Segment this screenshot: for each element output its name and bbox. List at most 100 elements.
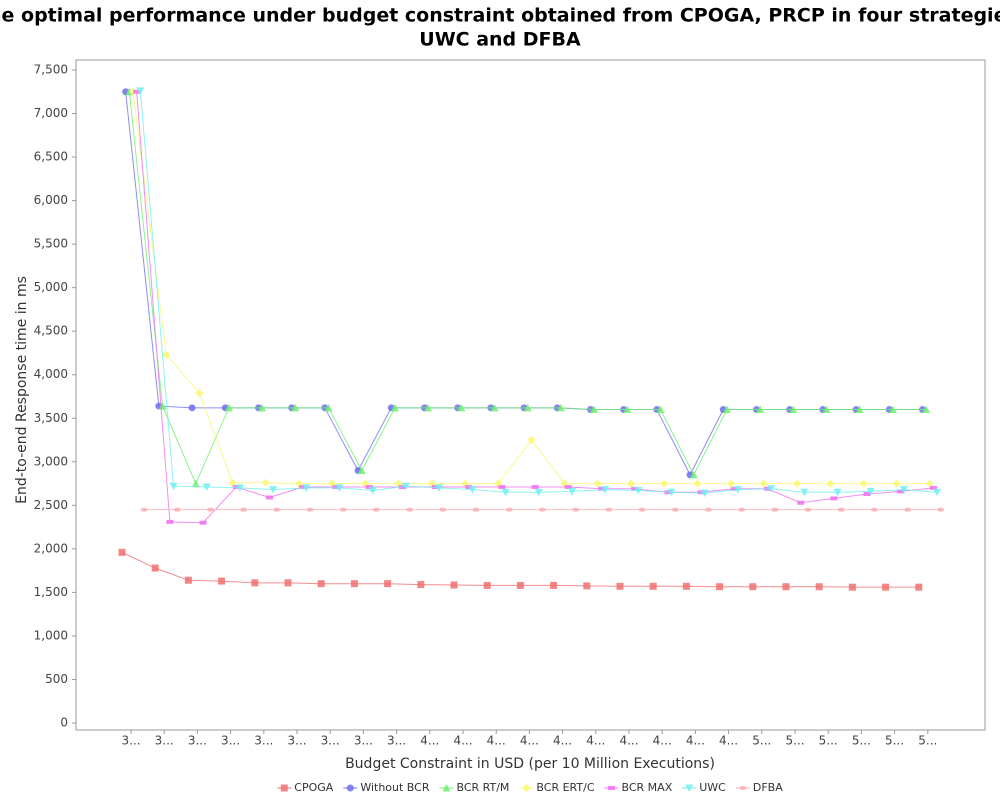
marker [756, 405, 765, 414]
y-tick-label: 3,500 [34, 411, 68, 425]
marker [401, 482, 410, 491]
marker [261, 478, 270, 487]
y-tick-label: 7,000 [34, 106, 68, 120]
marker [833, 488, 842, 497]
marker [922, 405, 931, 414]
marker [550, 581, 558, 589]
marker [118, 548, 126, 556]
marker [339, 507, 347, 512]
x-tick-label: 3... [354, 734, 373, 748]
marker [258, 403, 267, 412]
marker [346, 784, 354, 792]
x-tick-label: 5... [752, 734, 771, 748]
marker [335, 484, 344, 492]
x-tick-label: 5... [885, 734, 904, 748]
y-tick-label: 1,500 [34, 585, 68, 599]
marker [195, 389, 204, 398]
marker [616, 582, 624, 590]
marker [627, 479, 636, 488]
x-tick-label: 3... [221, 734, 240, 748]
marker [490, 403, 499, 412]
marker [830, 496, 838, 501]
marker [299, 485, 307, 490]
marker [162, 350, 171, 359]
legend-item: CPOGA [277, 781, 334, 794]
marker [793, 479, 802, 488]
legend-item: BCR RT/M [439, 781, 509, 794]
y-tick-label: 5,000 [34, 280, 68, 294]
marker [522, 784, 531, 792]
marker [465, 485, 473, 490]
marker [431, 485, 439, 490]
marker [899, 486, 908, 494]
marker [804, 507, 812, 512]
legend: CPOGA Without BCR BCR RT/M BCR ERT/C BCR MAX… [277, 781, 783, 794]
marker [716, 583, 724, 591]
x-tick-label: 3... [254, 734, 273, 748]
chart-title: The optimal performance under budget con… [0, 5, 1000, 27]
marker [232, 485, 240, 490]
marker [892, 479, 901, 488]
legend-item: DFBA [735, 781, 783, 794]
x-tick-label: 4... [653, 734, 672, 748]
x-axis-label: Budget Constraint in USD (per 10 Million… [345, 756, 715, 772]
marker [291, 403, 300, 412]
marker [284, 579, 292, 587]
x-tick-label: 4... [686, 734, 705, 748]
marker [472, 507, 480, 512]
legend-label: Without BCR [360, 781, 430, 794]
marker [700, 489, 709, 498]
y-tick-label: 7,500 [34, 63, 68, 77]
marker [789, 405, 798, 414]
marker [206, 507, 214, 512]
legend-label: UWC [699, 781, 726, 794]
marker [505, 507, 513, 512]
marker [815, 583, 823, 591]
marker [882, 583, 890, 591]
marker [605, 507, 613, 512]
marker [597, 486, 605, 491]
x-tick-label: 4... [487, 734, 506, 748]
marker [531, 485, 539, 490]
marker [767, 485, 776, 493]
marker [439, 507, 447, 512]
marker [693, 479, 702, 488]
marker [273, 507, 281, 512]
marker [822, 405, 831, 414]
marker [730, 486, 738, 491]
marker [224, 403, 233, 412]
x-tick-label: 4... [586, 734, 605, 748]
y-axis-label: End-to-end Response time in ms [14, 276, 30, 504]
marker [848, 583, 856, 591]
x-tick-label: 4... [619, 734, 638, 748]
marker [634, 487, 643, 495]
marker [516, 581, 524, 589]
marker [151, 564, 159, 572]
marker [733, 486, 742, 494]
marker [638, 507, 646, 512]
legend-label: DFBA [753, 781, 783, 794]
marker [228, 478, 237, 487]
x-tick-label: 3... [321, 734, 340, 748]
marker [483, 581, 491, 589]
x-tick-label: 4... [420, 734, 439, 748]
marker [523, 403, 532, 412]
marker [739, 786, 747, 790]
x-tick-label: 5... [852, 734, 871, 748]
x-tick-label: 3... [387, 734, 406, 748]
marker [601, 486, 610, 494]
marker [218, 577, 226, 585]
marker [623, 405, 632, 414]
marker [173, 507, 181, 512]
marker [826, 479, 835, 488]
x-tick-label: 5... [819, 734, 838, 748]
x-tick-label: 4... [719, 734, 738, 748]
marker [656, 405, 665, 414]
marker [235, 484, 244, 492]
marker [457, 403, 466, 412]
marker [442, 784, 451, 792]
marker [140, 507, 148, 512]
x-tick-label: 3... [188, 734, 207, 748]
marker [158, 402, 167, 410]
